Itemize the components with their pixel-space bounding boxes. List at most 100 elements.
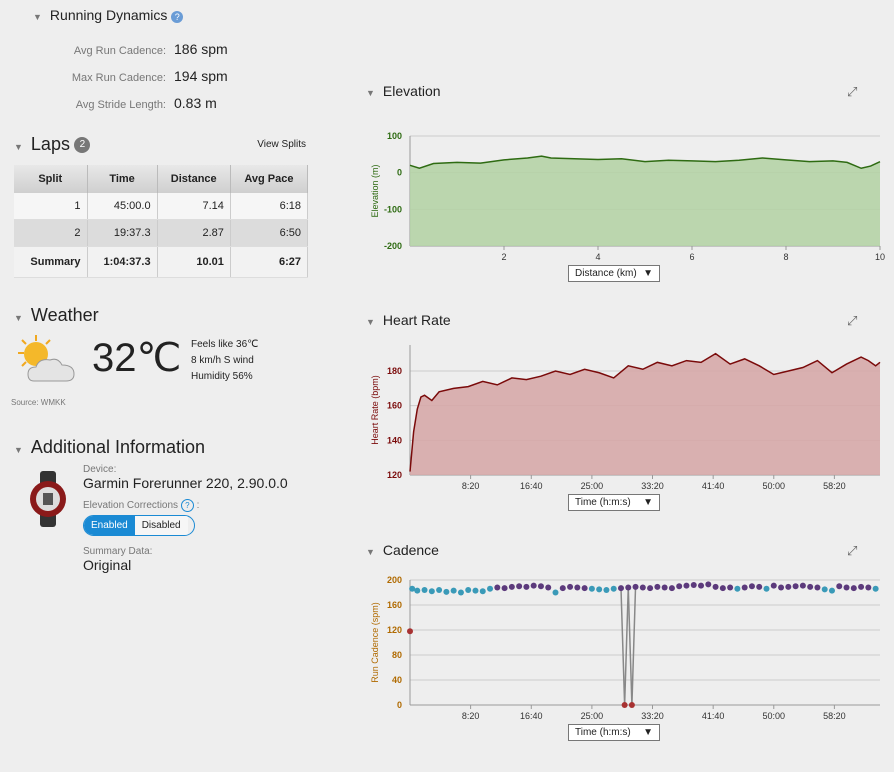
cadence-point: [588, 585, 595, 592]
y-tick-label: 120: [387, 470, 402, 480]
table-row: 1 45:00.0 7.14 6:18: [14, 193, 309, 220]
view-splits-link[interactable]: View Splits: [257, 139, 306, 150]
partly-cloudy-icon: [18, 335, 75, 382]
weather-section: ▼ Weather 32℃ Feels like 36℃ 8 km/h S win…: [11, 305, 258, 407]
stat-row: Avg Stride Length: 0.83 m: [66, 91, 228, 118]
summary-row: Summary 1:04:37.3 10.01 6:27: [14, 246, 309, 278]
cadence-point: [654, 583, 661, 590]
collapse-triangle-icon[interactable]: ▼: [366, 547, 375, 557]
x-tick-label: 16:40: [520, 481, 543, 491]
cadence-point: [414, 587, 421, 594]
column-header[interactable]: Distance: [157, 165, 231, 193]
table-cell: 2.87: [157, 219, 231, 247]
x-axis-select[interactable]: Time (h:m:s) ▼: [568, 494, 660, 511]
cadence-point: [610, 585, 617, 592]
weather-header[interactable]: ▼ Weather: [14, 305, 99, 326]
dropdown-arrow-icon: ▼: [643, 268, 653, 279]
humidity: Humidity 56%: [191, 371, 253, 382]
weather-details: Feels like 36℃ 8 km/h S wind Humidity 56…: [191, 337, 258, 385]
table-cell: Summary: [14, 246, 88, 278]
x-tick-label: 8:20: [462, 481, 480, 491]
cadence-point: [785, 583, 792, 590]
x-tick-label: 58:20: [823, 711, 846, 721]
cadence-chart: 200 160 120 80 40 0 Run Cadence (spm) 8:20 16:40…: [360, 539, 894, 769]
chart-header[interactable]: ▼ Heart Rate: [366, 312, 451, 330]
connector-line: [620, 588, 626, 706]
chart-title: Cadence: [382, 542, 439, 558]
chart-header[interactable]: ▼ Cadence: [366, 542, 439, 560]
stat-label: Avg Stride Length:: [75, 99, 166, 111]
cadence-point: [436, 587, 443, 593]
cadence-point: [683, 582, 690, 589]
expand-icon[interactable]: ⤢: [847, 313, 858, 328]
table-cell: 19:37.3: [87, 219, 158, 247]
cadence-point: [537, 583, 544, 590]
x-axis-select[interactable]: Distance (km) ▼: [568, 265, 660, 282]
x-tick-label: 41:40: [702, 711, 725, 721]
stat-value: 194 spm: [174, 68, 228, 84]
x-tick-label: 41:40: [702, 481, 725, 491]
x-tick-label: 25:00: [581, 481, 604, 491]
dropdown-arrow-icon: ▼: [643, 497, 653, 508]
heart-rate-chart: 180 160 140 120 Heart Rate (bpm) 8:20 16:40 25:…: [360, 309, 894, 539]
y-tick-label: -100: [384, 204, 402, 214]
y-axis-label: Run Cadence (spm): [370, 602, 380, 683]
collapse-triangle-icon[interactable]: ▼: [14, 142, 23, 152]
cadence-point: [501, 585, 508, 592]
column-header[interactable]: Split: [14, 165, 88, 193]
y-tick-label: 0: [397, 700, 402, 710]
cadence-point: [734, 585, 741, 592]
y-tick-label: 200: [387, 575, 402, 585]
enabled-option[interactable]: Enabled: [84, 516, 135, 535]
elevation-corrections-toggle[interactable]: Enabled Disabled: [83, 515, 195, 536]
cadence-point: [865, 584, 872, 591]
x-tick-label: 2: [501, 252, 506, 262]
cadence-point: [581, 585, 588, 592]
series-area: [410, 353, 880, 475]
disabled-option[interactable]: Disabled: [134, 516, 188, 535]
x-tick-label: 4: [595, 252, 600, 262]
cadence-point: [409, 585, 416, 592]
y-tick-label: 0: [397, 168, 402, 178]
running-dynamics-header[interactable]: ▼ Running Dynamics ?: [33, 7, 184, 23]
cadence-point: [574, 584, 581, 591]
expand-icon[interactable]: ⤢: [847, 543, 858, 558]
collapse-triangle-icon[interactable]: ▼: [14, 313, 23, 323]
column-header[interactable]: Time: [87, 165, 158, 193]
expand-icon[interactable]: ⤢: [847, 84, 858, 99]
x-axis-select[interactable]: Time (h:m:s) ▼: [568, 724, 660, 741]
cadence-point: [661, 584, 668, 591]
column-header[interactable]: Avg Pace: [230, 165, 309, 193]
cadence-point: [545, 584, 552, 591]
laps-table: Split Time Distance Avg Pace 1 45:00.0 7.14 6:1…: [14, 165, 309, 278]
collapse-triangle-icon[interactable]: ▼: [33, 12, 42, 22]
connector-line: [623, 587, 630, 706]
device-value: Garmin Forerunner 220, 2.90.0.0: [83, 475, 288, 491]
cadence-point: [487, 585, 494, 592]
laps-header[interactable]: ▼ Laps 2: [14, 134, 91, 155]
chart-header[interactable]: ▼ Elevation: [366, 83, 441, 101]
section-title: Weather: [30, 305, 99, 325]
dropdown-arrow-icon: ▼: [643, 727, 653, 738]
additional-header[interactable]: ▼ Additional Information: [14, 437, 314, 458]
collapse-triangle-icon[interactable]: ▼: [366, 317, 375, 327]
watch-device-image: [30, 471, 66, 527]
x-tick-label: 50:00: [763, 481, 786, 491]
select-value: Time (h:m:s): [575, 727, 631, 738]
cadence-point: [596, 586, 603, 593]
collapse-triangle-icon[interactable]: ▼: [14, 445, 23, 455]
table-cell: 6:50: [230, 219, 309, 247]
cadence-point: [603, 587, 610, 593]
stat-value: 0.83 m: [174, 95, 217, 111]
summary-data-value: Original: [83, 557, 132, 573]
cadence-point: [705, 581, 712, 588]
y-tick-label: 160: [387, 600, 402, 610]
y-tick-label: 100: [387, 131, 402, 141]
y-tick-label: -200: [384, 241, 402, 251]
feels-like: Feels like 36℃: [191, 339, 259, 350]
cadence-point: [792, 583, 799, 590]
collapse-triangle-icon[interactable]: ▼: [366, 88, 375, 98]
help-icon[interactable]: ?: [180, 499, 194, 512]
help-icon[interactable]: ?: [171, 11, 184, 23]
cadence-point: [472, 587, 479, 594]
